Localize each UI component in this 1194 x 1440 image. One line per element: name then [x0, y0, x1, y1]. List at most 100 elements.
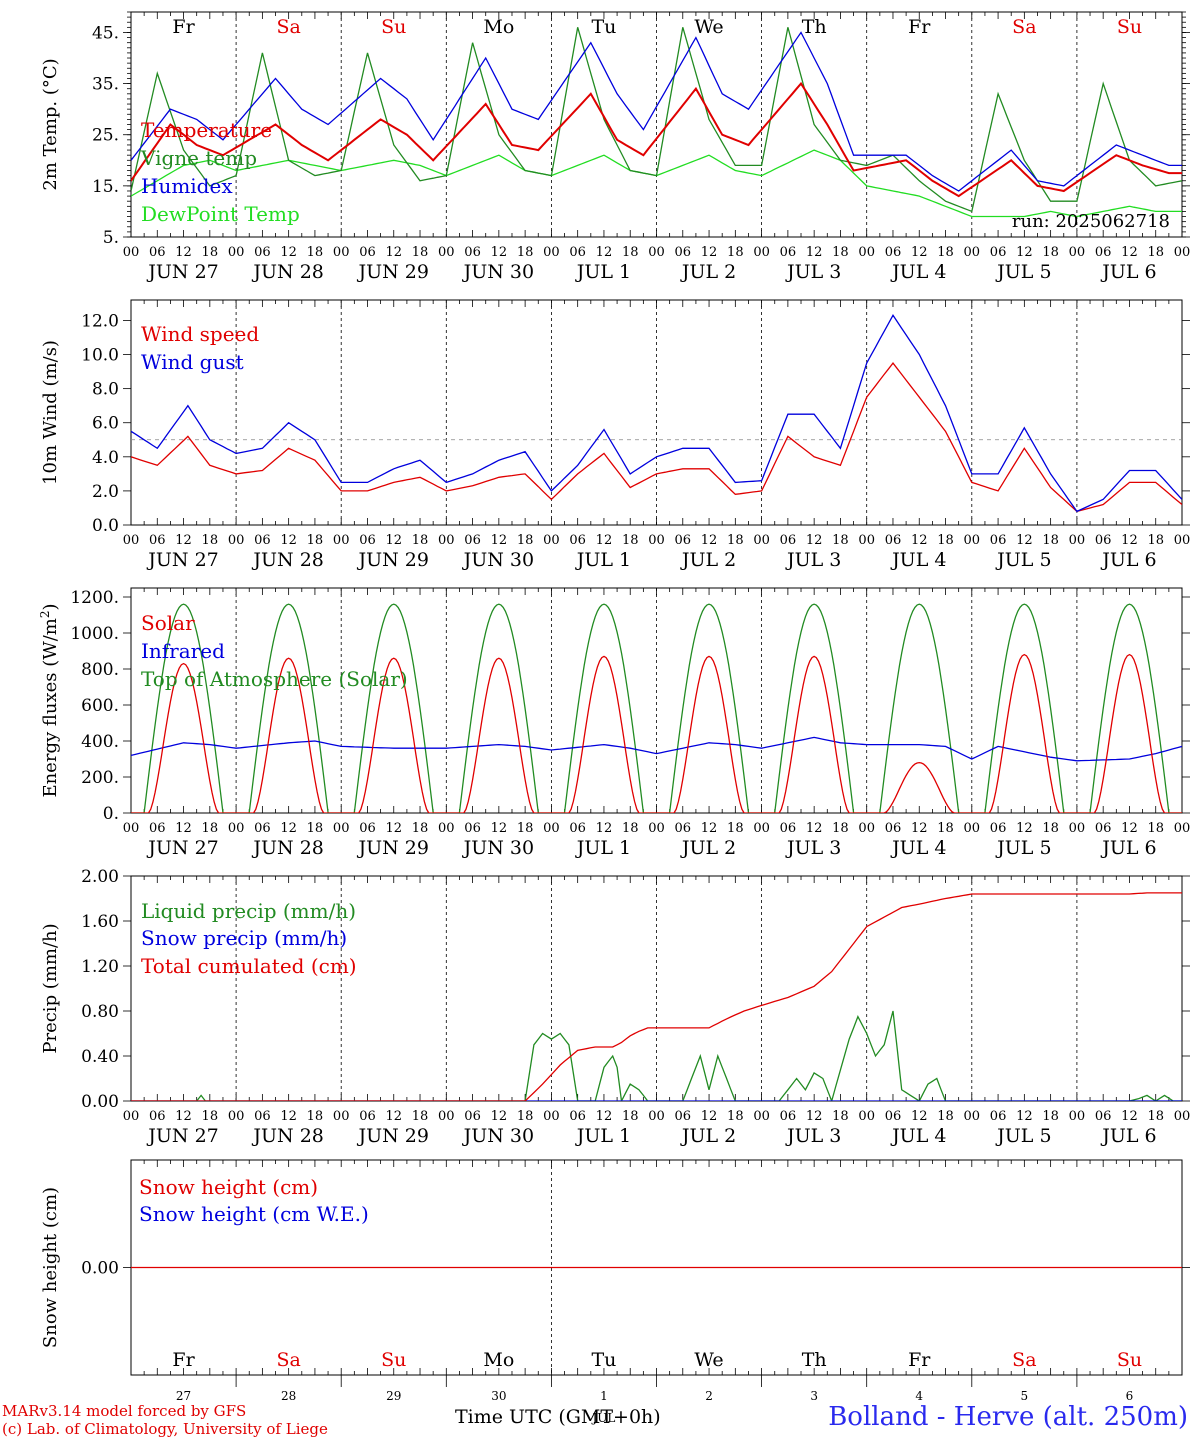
- date-label: JUN 29: [357, 1125, 429, 1147]
- hour-label: 18: [1042, 821, 1059, 836]
- hour-label: 18: [307, 821, 324, 836]
- hour-label: 06: [569, 533, 586, 548]
- date-label: JUN 27: [146, 549, 218, 571]
- hour-label: 18: [202, 245, 219, 260]
- hour-label: 12: [175, 821, 192, 836]
- model-credit: MARv3.14 model forced by GFS: [2, 1402, 247, 1420]
- date-label: JUL 6: [1100, 837, 1156, 859]
- hour-label: 12: [175, 245, 192, 260]
- weekday-label: Fr: [908, 1349, 931, 1371]
- weekday-label: Sa: [1012, 16, 1036, 38]
- hour-label: 06: [254, 1109, 271, 1124]
- hour-label: 18: [727, 1109, 744, 1124]
- date-label: JUL 4: [890, 837, 946, 859]
- hour-label: 00: [964, 245, 981, 260]
- hour-label: 18: [1147, 245, 1164, 260]
- hour-label: 06: [1095, 1109, 1112, 1124]
- date-label: JUN 27: [146, 1125, 218, 1147]
- hour-label: 06: [1095, 821, 1112, 836]
- hour-label: 18: [307, 533, 324, 548]
- hour-label: 12: [1016, 821, 1033, 836]
- hour-label: 12: [806, 821, 823, 836]
- legend-entry: Snow height (cm W.E.): [139, 1202, 369, 1226]
- hour-label: 18: [307, 245, 324, 260]
- y-tick-label: 0.0: [92, 516, 119, 536]
- weekday-label: Fr: [172, 1349, 195, 1371]
- hour-label: 18: [622, 1109, 639, 1124]
- hour-label: 18: [832, 821, 849, 836]
- series-line-wind-gust: [131, 314, 1182, 513]
- date-label: JUL 4: [890, 549, 946, 571]
- y-tick-label: 1000.: [70, 624, 119, 644]
- month-label: JUL: [590, 1411, 615, 1425]
- weekday-label: Su: [1117, 1349, 1142, 1371]
- y-tick-label: 0.00: [81, 1092, 119, 1112]
- hour-label: 00: [858, 821, 875, 836]
- hour-label: 12: [1121, 245, 1138, 260]
- hour-label: 12: [175, 1109, 192, 1124]
- y-tick-label: 2.00: [81, 867, 119, 887]
- hour-label: 12: [701, 1109, 718, 1124]
- hour-label: 12: [701, 821, 718, 836]
- y-tick-label: 1.20: [81, 957, 119, 977]
- date-label: JUL 1: [575, 1125, 631, 1147]
- hour-label: 06: [1095, 245, 1112, 260]
- hour-label: 06: [569, 245, 586, 260]
- weekday-label: We: [694, 16, 723, 38]
- day-number: 27: [176, 1389, 191, 1403]
- hour-label: 06: [464, 245, 481, 260]
- weekday-label: Mo: [483, 16, 514, 38]
- hour-label: 00: [543, 533, 560, 548]
- hour-label: 00: [648, 1109, 665, 1124]
- hour-label: 18: [937, 1109, 954, 1124]
- y-tick-label: 5.: [103, 228, 119, 248]
- hour-label: 12: [596, 821, 613, 836]
- hour-label: 12: [175, 533, 192, 548]
- hour-label: 06: [254, 533, 271, 548]
- hour-label: 06: [569, 1109, 586, 1124]
- hour-label: 00: [438, 1109, 455, 1124]
- hour-label: 12: [911, 245, 928, 260]
- hour-label: 00: [858, 245, 875, 260]
- hour-label: 00: [648, 821, 665, 836]
- date-label: JUN 29: [357, 837, 429, 859]
- y-tick-label: 0.40: [81, 1047, 119, 1067]
- hour-label: 00: [964, 1109, 981, 1124]
- hour-label: 00: [438, 533, 455, 548]
- y-tick-label: 25.: [92, 126, 119, 146]
- hour-label: 12: [596, 245, 613, 260]
- day-number: 3: [810, 1389, 818, 1403]
- hour-label: 12: [806, 1109, 823, 1124]
- hour-label: 18: [412, 821, 429, 836]
- weekday-label: Tu: [591, 16, 616, 38]
- hour-label: 18: [412, 245, 429, 260]
- weekday-label: Sa: [1012, 1349, 1036, 1371]
- date-label: JUL 2: [680, 837, 736, 859]
- series-line-humidex: [131, 31, 1182, 192]
- hour-label: 00: [858, 533, 875, 548]
- hour-label: 18: [832, 1109, 849, 1124]
- hour-label: 06: [885, 533, 902, 548]
- legend-entry: Wind speed: [141, 322, 259, 346]
- hour-label: 06: [675, 245, 692, 260]
- y-tick-label: 0.00: [81, 1259, 119, 1279]
- hour-label: 06: [780, 821, 797, 836]
- y-tick-label: 400.: [81, 732, 119, 752]
- hour-label: 06: [885, 245, 902, 260]
- hour-label: 12: [806, 245, 823, 260]
- hour-label: 18: [412, 533, 429, 548]
- weekday-label: Th: [802, 1349, 827, 1371]
- y-tick-label: 0.80: [81, 1002, 119, 1022]
- day-number: 29: [386, 1389, 401, 1403]
- hour-label: 12: [280, 245, 297, 260]
- hour-label: 18: [937, 821, 954, 836]
- y-tick-label: 600.: [81, 696, 119, 716]
- weekday-label: Su: [381, 1349, 406, 1371]
- date-label: JUL 3: [785, 1125, 841, 1147]
- legend-entry: Snow precip (mm/h): [141, 926, 347, 950]
- date-label: JUL 5: [995, 549, 1051, 571]
- superscript-2: 2: [38, 610, 52, 618]
- day-number: 28: [281, 1389, 296, 1403]
